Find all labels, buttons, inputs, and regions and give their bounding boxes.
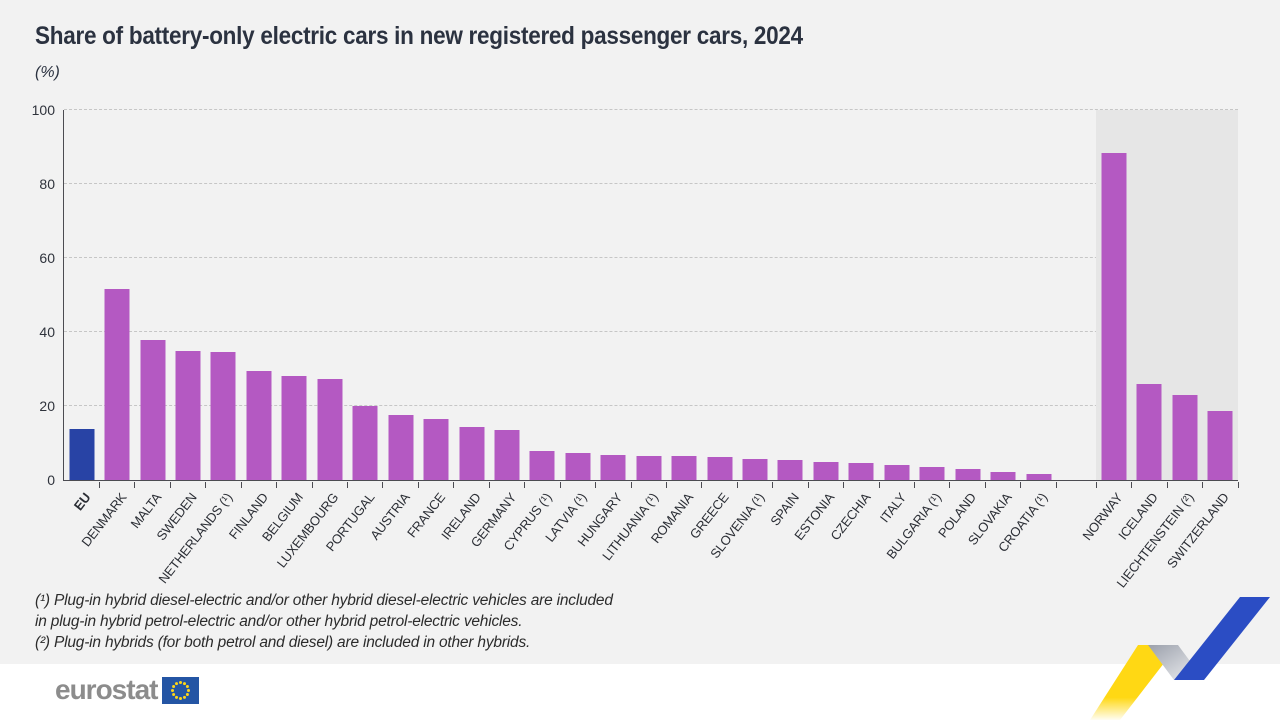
bar-slot-belgium: BELGIUM (259, 110, 314, 544)
y-tick-label-60: 60 (39, 250, 55, 266)
bar-slot-romania: ROMANIA (648, 110, 703, 546)
bar-denmark (104, 289, 130, 480)
bar-czechia (848, 462, 874, 480)
ribbon-blue-stripe (1174, 597, 1270, 680)
bar-switzerland (1207, 411, 1233, 480)
bar-netherlands (210, 351, 236, 480)
gridline-60 (64, 257, 1238, 258)
gridline-40 (64, 331, 1238, 332)
bar-lithuania (636, 455, 662, 480)
bar-slot-ireland: IRELAND (438, 110, 491, 543)
bar-slot-finland: FINLAND (226, 110, 278, 542)
bar-slot-cyprus: CYPRUS (¹) (500, 110, 562, 553)
bar-slot-denmark: DENMARK (78, 110, 136, 549)
bar-slot-germany: GERMANY (467, 110, 526, 550)
bar-finland (246, 371, 272, 480)
ribbon-decoration (1090, 597, 1270, 720)
bar-sweden (175, 350, 201, 480)
bar-greece (707, 457, 733, 480)
bar-slot-croatia: CROATIA (¹) (995, 110, 1058, 555)
bar-slot-portugal: PORTUGAL (322, 110, 384, 554)
eurostat-logo: eurostat (55, 674, 200, 706)
bar-croatia (1026, 473, 1052, 480)
eu-flag-stars (171, 680, 191, 700)
footnote-line: (¹) Plug-in hybrid diesel-electric and/o… (35, 592, 613, 609)
plot-area: EU DENMARK MALTA SWEDEN NETHERLANDS (¹) FINLA… (63, 109, 1239, 590)
y-tick-label-20: 20 (39, 398, 55, 414)
y-tick-label-100: 100 (31, 102, 55, 118)
eu-flag-icon (162, 676, 200, 704)
bar-slot-norway: NORWAY (1080, 110, 1133, 543)
footnote-line: in plug-in hybrid petrol-electric and/or… (35, 613, 523, 630)
bar-italy (884, 464, 910, 480)
y-tick-label-40: 40 (39, 324, 55, 340)
gridline-20 (64, 405, 1238, 406)
bar-slot-liechtenstein: LIECHTENSTEIN (²) (1114, 110, 1204, 590)
bar-slovenia (742, 458, 768, 480)
bar-austria (388, 414, 414, 480)
y-tick-label-80: 80 (39, 176, 55, 192)
bar-slot-eu: EU (64, 110, 101, 513)
bar-slot-luxembourg: LUXEMBOURG (274, 110, 349, 571)
bar-slot-czechia: CZECHIA (827, 110, 881, 543)
gridline-100 (64, 109, 1238, 110)
bar-slot-italy: ITALY (876, 110, 916, 525)
bar-slot-estonia: ESTONIA (792, 110, 845, 543)
bar-iceland (1136, 384, 1162, 480)
bar-malta (140, 340, 166, 480)
bar-slot-bulgaria: BULGARIA (¹) (883, 110, 951, 562)
y-tick-label-0: 0 (47, 472, 55, 488)
bar-poland (955, 469, 981, 480)
bar-portugal (352, 406, 378, 480)
bar-romania (671, 456, 697, 480)
bar-norway (1101, 153, 1127, 480)
unit-label: (%) (35, 64, 60, 81)
bar-liechtenstein (1172, 395, 1198, 480)
bar-cyprus (529, 451, 555, 480)
bar-slot-hungary: HUNGARY (574, 110, 632, 549)
bar-slot-slovenia: SLOVENIA (¹) (707, 110, 774, 561)
eurostat-logo-text: eurostat (55, 674, 158, 705)
bar-slot-latvia: LATVIA (¹) (542, 110, 597, 545)
bar-slot-slovakia: SLOVAKIA (965, 110, 1022, 548)
bar-slot-switzerland: SWITZERLAND (1164, 110, 1239, 571)
footer-background (0, 664, 1280, 720)
bar-slot-iceland: ICELAND (1116, 110, 1169, 543)
ribbon-yellow-stripe (1090, 645, 1178, 720)
bar-ireland (459, 427, 485, 480)
chart-background (0, 0, 1280, 664)
bar-bulgaria (919, 466, 945, 480)
chart-title: Share of battery-only electric cars in n… (35, 22, 803, 50)
bar-germany (494, 430, 520, 480)
bar-eu (69, 429, 95, 480)
bar-slot-france: FRANCE (404, 110, 455, 540)
bar-slot-lithuania: LITHUANIA (¹) (599, 110, 668, 563)
bar-slot-sweden: SWEDEN (154, 110, 207, 543)
bar-belgium (281, 376, 307, 480)
bar-slot-greece: GREECE (687, 110, 739, 542)
bar-france (423, 419, 449, 480)
bar-estonia (813, 462, 839, 480)
bar-latvia (565, 453, 591, 480)
bar-slot-malta: MALTA (128, 110, 172, 531)
bar-spain (777, 460, 803, 480)
bar-luxembourg (317, 378, 343, 480)
bar-slot-poland: POLAND (935, 110, 987, 540)
bar-slovakia (990, 471, 1016, 480)
group-gap (1056, 110, 1097, 488)
bar-slot-netherlands: NETHERLANDS (¹) (155, 110, 243, 586)
bar-slot-spain: SPAIN (768, 110, 810, 528)
footnotes: (¹) Plug-in hybrid diesel-electric and/o… (35, 590, 613, 653)
bar-slot-austria: AUSTRIA (367, 110, 420, 543)
y-axis: 0 20 40 60 80 100 (0, 102, 55, 488)
footnote-line: (²) Plug-in hybrids (for both petrol and… (35, 634, 531, 651)
gridline-80 (64, 183, 1238, 184)
bar-hungary (600, 454, 626, 480)
